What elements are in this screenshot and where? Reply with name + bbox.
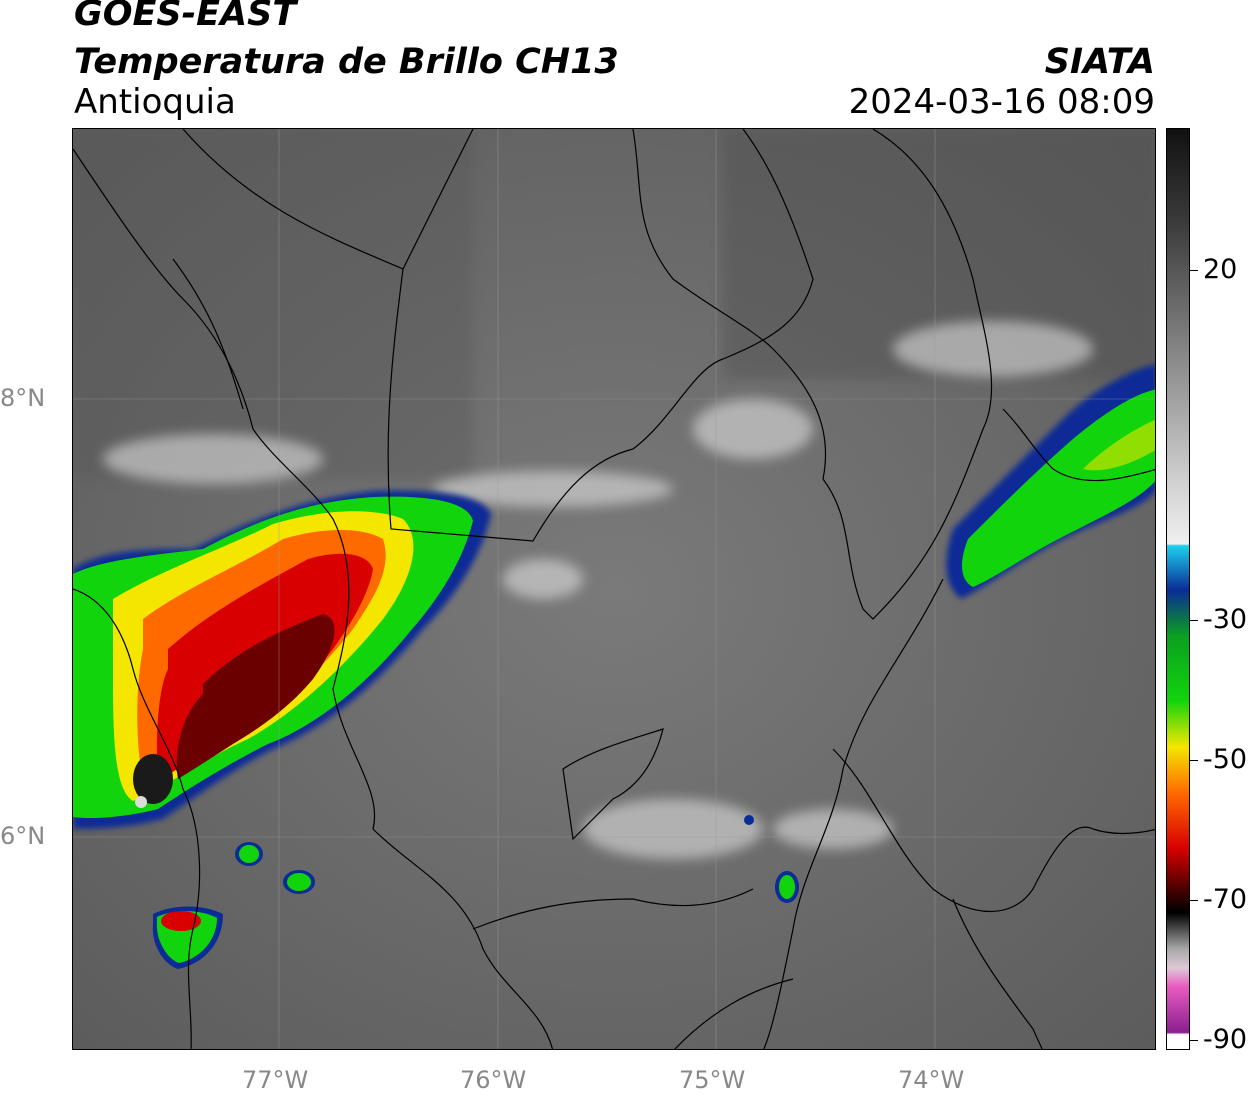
convective-system-west bbox=[73, 490, 491, 829]
lat-label-8n: 8°N bbox=[0, 384, 46, 412]
colorbar-tick bbox=[1190, 900, 1198, 901]
datetime-label: 2024-03-16 08:09 bbox=[848, 82, 1155, 122]
colorbar bbox=[1166, 128, 1190, 1050]
colorbar-tick bbox=[1190, 270, 1198, 271]
convective-cells bbox=[152, 815, 799, 969]
lon-label-76w: 76°W bbox=[460, 1066, 527, 1094]
colorbar-label-minus50: -50 bbox=[1203, 744, 1248, 775]
region-label: Antioquia bbox=[74, 82, 236, 122]
satellite-map[interactable] bbox=[72, 128, 1156, 1050]
map-shading bbox=[73, 129, 473, 479]
colorbar-tick bbox=[1190, 620, 1198, 621]
lon-label-77w: 77°W bbox=[242, 1066, 309, 1094]
lat-label-6n: 6°N bbox=[0, 822, 46, 850]
organization-label: SIATA bbox=[1044, 42, 1155, 82]
map-canvas bbox=[73, 129, 1155, 1049]
convective-system-east bbox=[946, 364, 1155, 599]
colorbar-label-minus70: -70 bbox=[1203, 884, 1248, 915]
satellite-title: GOES-EAST bbox=[74, 0, 297, 34]
colorbar-label-minus30: -30 bbox=[1203, 604, 1248, 635]
product-title: Temperatura de Brillo CH13 bbox=[74, 42, 619, 82]
lon-label-74w: 74°W bbox=[898, 1066, 965, 1094]
colorbar-tick bbox=[1190, 1040, 1198, 1041]
colorbar-label-minus90: -90 bbox=[1203, 1024, 1248, 1055]
boundaries bbox=[73, 129, 1155, 1049]
colorbar-tick bbox=[1190, 760, 1198, 761]
colorbar-label-20: 20 bbox=[1203, 254, 1238, 285]
lon-label-75w: 75°W bbox=[679, 1066, 746, 1094]
graticule bbox=[73, 129, 1155, 1049]
colorbar-gradient bbox=[1167, 129, 1189, 1049]
cloud-streaks bbox=[103, 321, 1093, 859]
